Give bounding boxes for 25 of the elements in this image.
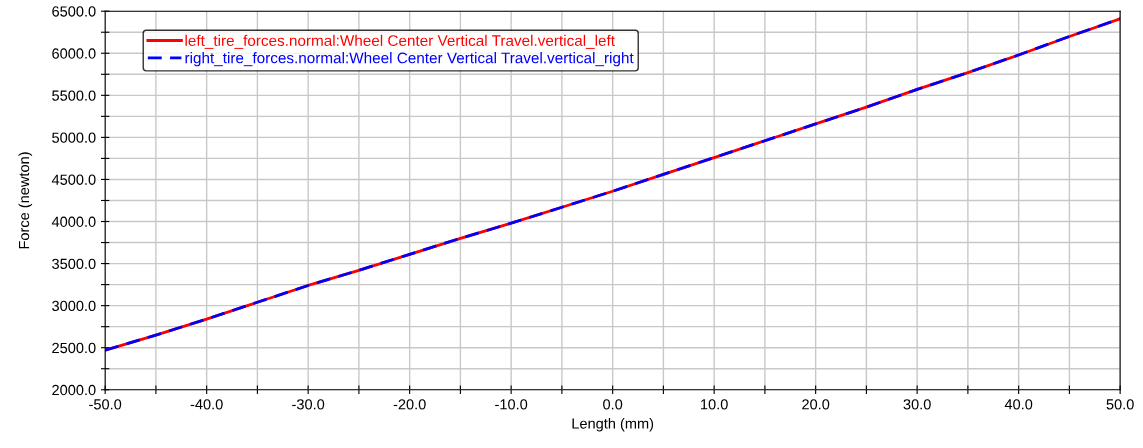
y-tick-label: 5000.0: [52, 132, 96, 143]
y-tick-label: 2000.0: [52, 384, 96, 396]
y-tick-label: 4500.0: [51, 174, 96, 185]
x-tick-label: 50.0: [1106, 399, 1134, 410]
y-tick-label: 3500.0: [52, 258, 96, 269]
y-tick-label: 5500.0: [52, 90, 96, 101]
y-tick-label: 6500.0: [52, 6, 96, 17]
y-tick-label: 6000.0: [52, 48, 96, 59]
x-tick-label: -20.0: [393, 399, 426, 410]
x-tick-label: 10.0: [701, 399, 728, 410]
x-tick-label: 20.0: [802, 399, 830, 410]
x-axis-title: Length (mm): [572, 417, 654, 432]
x-tick-label: -40.0: [190, 399, 223, 410]
x-tick-label: -30.0: [292, 399, 325, 410]
x-tick-label: -10.0: [495, 399, 528, 410]
y-tick-label: 3000.0: [52, 300, 96, 312]
y-tick-label: 4000.0: [51, 216, 96, 227]
x-tick-label: 0.0: [603, 399, 623, 410]
y-axis-title: Force (newton): [18, 152, 33, 249]
y-tick-label: 2500.0: [52, 342, 96, 354]
x-tick-label: 40.0: [1004, 399, 1033, 410]
legend-label: left_tire_forces.normal:Wheel Center Vertical Travel.vertical_left: [185, 34, 615, 49]
x-tick-label: -50.0: [89, 399, 122, 410]
x-tick-label: 30.0: [903, 399, 931, 410]
legend-label: right_tire_forces.normal:Wheel Center Vertical Travel.vertical_right: [185, 52, 634, 67]
